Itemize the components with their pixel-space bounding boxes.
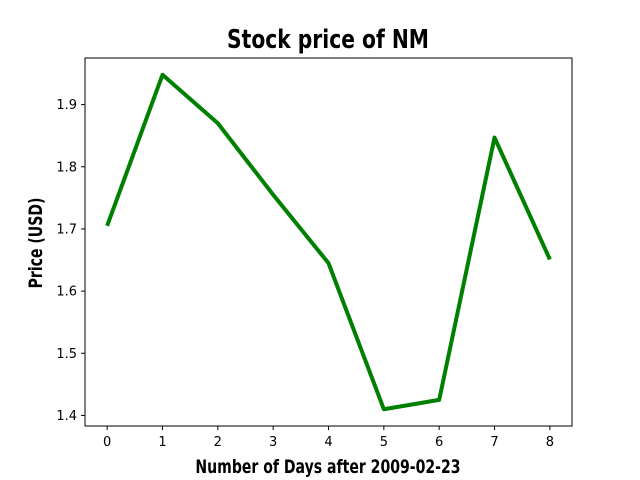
x-tick-label: 4 bbox=[324, 435, 332, 450]
y-tick-label: 1.4 bbox=[56, 409, 77, 424]
x-axis-ticks: 0 1 2 3 4 5 6 7 8 bbox=[103, 426, 554, 450]
x-tick-label: 1 bbox=[158, 435, 166, 450]
x-tick-label: 5 bbox=[380, 435, 388, 450]
y-tick-label: 1.8 bbox=[56, 160, 77, 175]
y-axis-label: Price (USD) bbox=[24, 198, 47, 289]
x-tick-label: 8 bbox=[546, 435, 554, 450]
plot-area bbox=[84, 57, 573, 427]
x-tick-label: 3 bbox=[269, 435, 277, 450]
x-tick-label: 6 bbox=[435, 435, 443, 450]
x-tick-label: 2 bbox=[214, 435, 222, 450]
y-tick-label: 1.9 bbox=[56, 98, 77, 113]
x-tick-label: 7 bbox=[490, 435, 498, 450]
y-tick-label: 1.6 bbox=[56, 285, 77, 300]
chart-title: Stock price of NM bbox=[227, 25, 429, 55]
series-layer bbox=[105, 72, 552, 412]
x-axis-label: Number of Days after 2009-02-23 bbox=[195, 455, 460, 478]
series-line bbox=[105, 72, 552, 412]
y-tick-label: 1.7 bbox=[56, 222, 77, 237]
y-axis-ticks: 1.4 1.5 1.6 1.7 1.8 1.9 bbox=[56, 98, 85, 424]
x-tick-label: 0 bbox=[103, 435, 111, 450]
y-tick-label: 1.5 bbox=[56, 347, 77, 362]
